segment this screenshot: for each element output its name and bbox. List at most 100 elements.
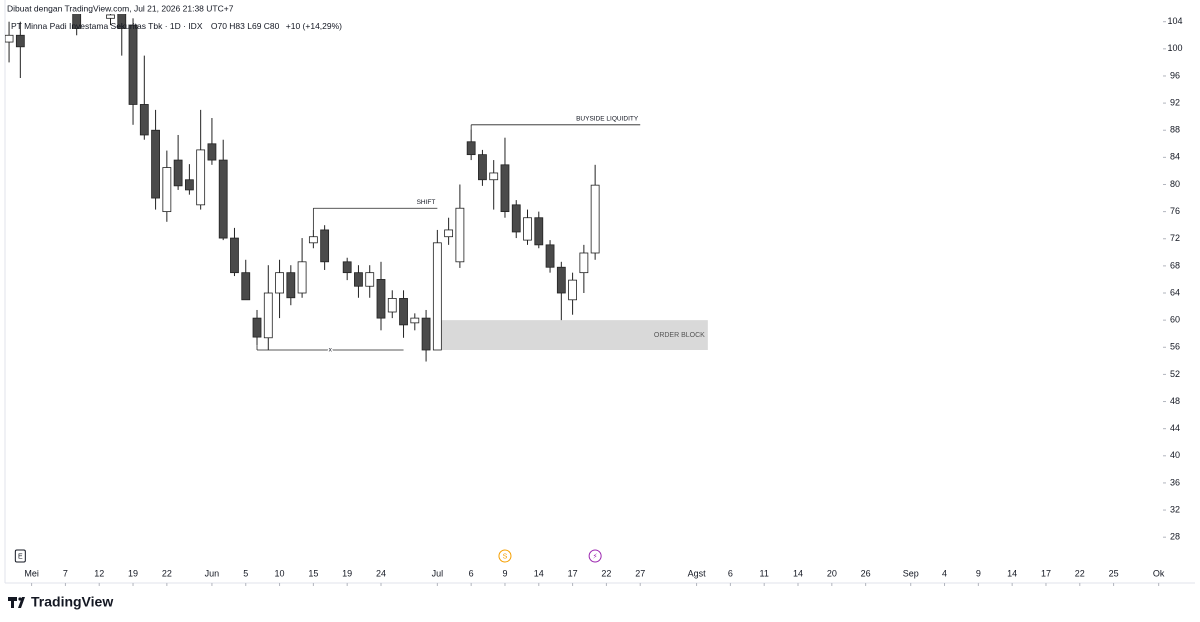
y-tick-label: 84: [1170, 152, 1180, 162]
candle-body: [173, 159, 183, 187]
candle-body: [511, 204, 521, 233]
brand: TradingView: [31, 594, 113, 610]
candle-body: [455, 207, 465, 263]
event-marker: [498, 549, 512, 563]
candle-body: [399, 298, 408, 326]
x-tick-label: 6: [728, 568, 733, 578]
candle-body: [523, 217, 532, 241]
candle-body: [365, 272, 375, 287]
candle-body: [184, 179, 194, 191]
x-tick-label: 26: [861, 568, 871, 578]
event-label: S: [503, 553, 508, 560]
y-tick-label: 36: [1170, 477, 1180, 487]
candle-body: [466, 141, 476, 156]
candle-body: [263, 292, 273, 339]
x-tick-label: 17: [1041, 568, 1051, 578]
y-tick-label: 100: [1167, 43, 1182, 53]
brand-logo: TradingView: [8, 594, 113, 610]
x-tick-label: 7: [63, 568, 68, 578]
candle-body: [106, 14, 115, 19]
candle-body: [286, 272, 296, 299]
candle-body: [117, 14, 127, 29]
candle-body: [444, 229, 454, 238]
candle-body: [308, 236, 318, 244]
symbol-info: PT Minna Padi Investama Sekuritas Tbk · …: [11, 21, 342, 31]
x-tick-label: 20: [827, 568, 837, 578]
candle-body: [15, 34, 25, 48]
y-tick-label: 104: [1167, 16, 1182, 26]
axes: 1041009692888480767268646056524844403632…: [14, 16, 1183, 586]
change: +10 (+14,29%): [286, 21, 342, 31]
x-tick-label: Jun: [205, 568, 220, 578]
x-tick-label: 6: [469, 568, 474, 578]
y-tick-label: 28: [1170, 532, 1180, 542]
candle-body: [556, 266, 566, 294]
candle-body: [410, 317, 420, 324]
x-tick-label: 4: [942, 568, 947, 578]
y-tick-label: 52: [1170, 369, 1180, 379]
x-tick-label: Mei: [24, 568, 39, 578]
ohlc: O70 H83 L69 C80: [211, 21, 280, 31]
candle-body: [534, 217, 544, 246]
x-tick-label: 22: [601, 568, 611, 578]
y-tick-label: 88: [1170, 125, 1180, 135]
title: PT Minna Padi Investama Sekuritas Tbk · …: [11, 21, 203, 31]
x-tick-label: 14: [1007, 568, 1017, 578]
y-tick-label: 48: [1170, 396, 1180, 406]
candle-body: [545, 244, 555, 268]
candle-body: [297, 261, 307, 294]
y-tick-label: 96: [1170, 70, 1180, 80]
credit: Dibuat dengan TradingView.com, Jul 21, 2…: [7, 3, 234, 13]
candle-body: [387, 298, 397, 313]
event-label: ⚡: [593, 552, 598, 560]
candle-body: [354, 272, 363, 287]
x-tick-label: Agst: [688, 568, 707, 578]
x-tick-label: 19: [342, 568, 352, 578]
candle-body: [590, 184, 600, 254]
candle-body: [421, 317, 431, 351]
event-marker: [14, 549, 26, 563]
candle-body: [230, 237, 239, 274]
candle-body: [139, 104, 149, 136]
x-tick-label: 15: [308, 568, 318, 578]
candle-body: [151, 129, 160, 199]
event-marker: [588, 549, 602, 563]
candle-body: [241, 272, 251, 301]
candle-body: [342, 261, 352, 274]
candle-body: [320, 229, 330, 263]
y-tick-label: 72: [1170, 233, 1180, 243]
candle-body: [162, 167, 172, 213]
candle-body: [376, 279, 386, 319]
candle-body: [196, 149, 206, 206]
x-tick-label: 10: [275, 568, 285, 578]
x-tick-label: 14: [793, 568, 803, 578]
x-tick-label: 9: [976, 568, 981, 578]
candle-body: [275, 272, 284, 294]
candle-body: [489, 172, 499, 181]
candle-body: [500, 164, 510, 213]
x-tick-label: 17: [568, 568, 578, 578]
x-tick-label: 19: [128, 568, 138, 578]
candle-body: [432, 242, 442, 351]
annotation-label: x: [329, 347, 333, 354]
y-tick-label: 56: [1170, 342, 1180, 352]
y-tick-label: 80: [1170, 179, 1180, 189]
x-tick-label: Jul: [432, 568, 444, 578]
x-tick-label: 11: [760, 568, 769, 578]
candle-body: [478, 154, 487, 181]
x-tick-label: 22: [162, 568, 172, 578]
x-tick-label: 12: [94, 568, 104, 578]
y-tick-label: 64: [1170, 287, 1180, 297]
x-tick-label: Sep: [903, 568, 919, 578]
candle-body: [128, 24, 138, 105]
candle-body: [252, 317, 262, 338]
x-tick-label: 5: [243, 568, 248, 578]
y-tick-label: 68: [1170, 260, 1180, 270]
candle-body: [579, 252, 589, 274]
candle-body: [218, 159, 228, 239]
x-tick-label: Ok: [1153, 568, 1165, 578]
candle-body: [207, 143, 217, 161]
x-tick-label: 9: [502, 568, 507, 578]
